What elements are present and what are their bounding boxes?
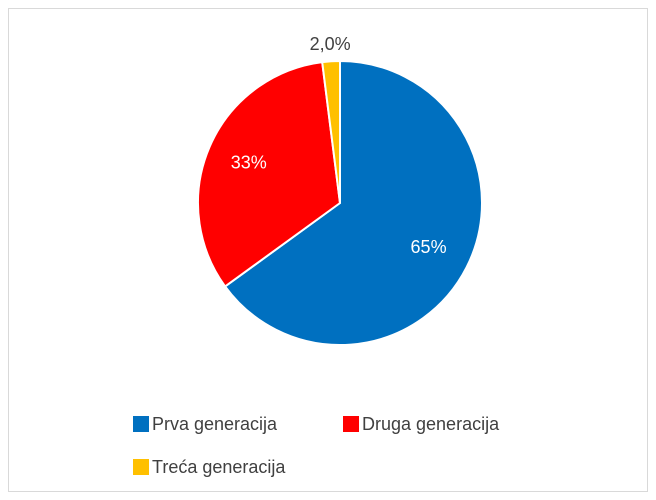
legend-swatch: [343, 416, 359, 432]
legend-swatch: [133, 416, 149, 432]
pie-slice: [223, 59, 483, 346]
data-label: 33%: [231, 152, 267, 172]
pie-slice: [321, 59, 341, 204]
pie-slice: [197, 61, 342, 288]
data-label: 65%: [411, 237, 447, 257]
data-label: 2,0%: [310, 34, 351, 54]
legend-label: Treća generacija: [152, 457, 286, 477]
legend-label: Prva generacija: [152, 414, 278, 434]
legend-swatch: [133, 459, 149, 475]
legend-label: Druga generacija: [362, 414, 500, 434]
